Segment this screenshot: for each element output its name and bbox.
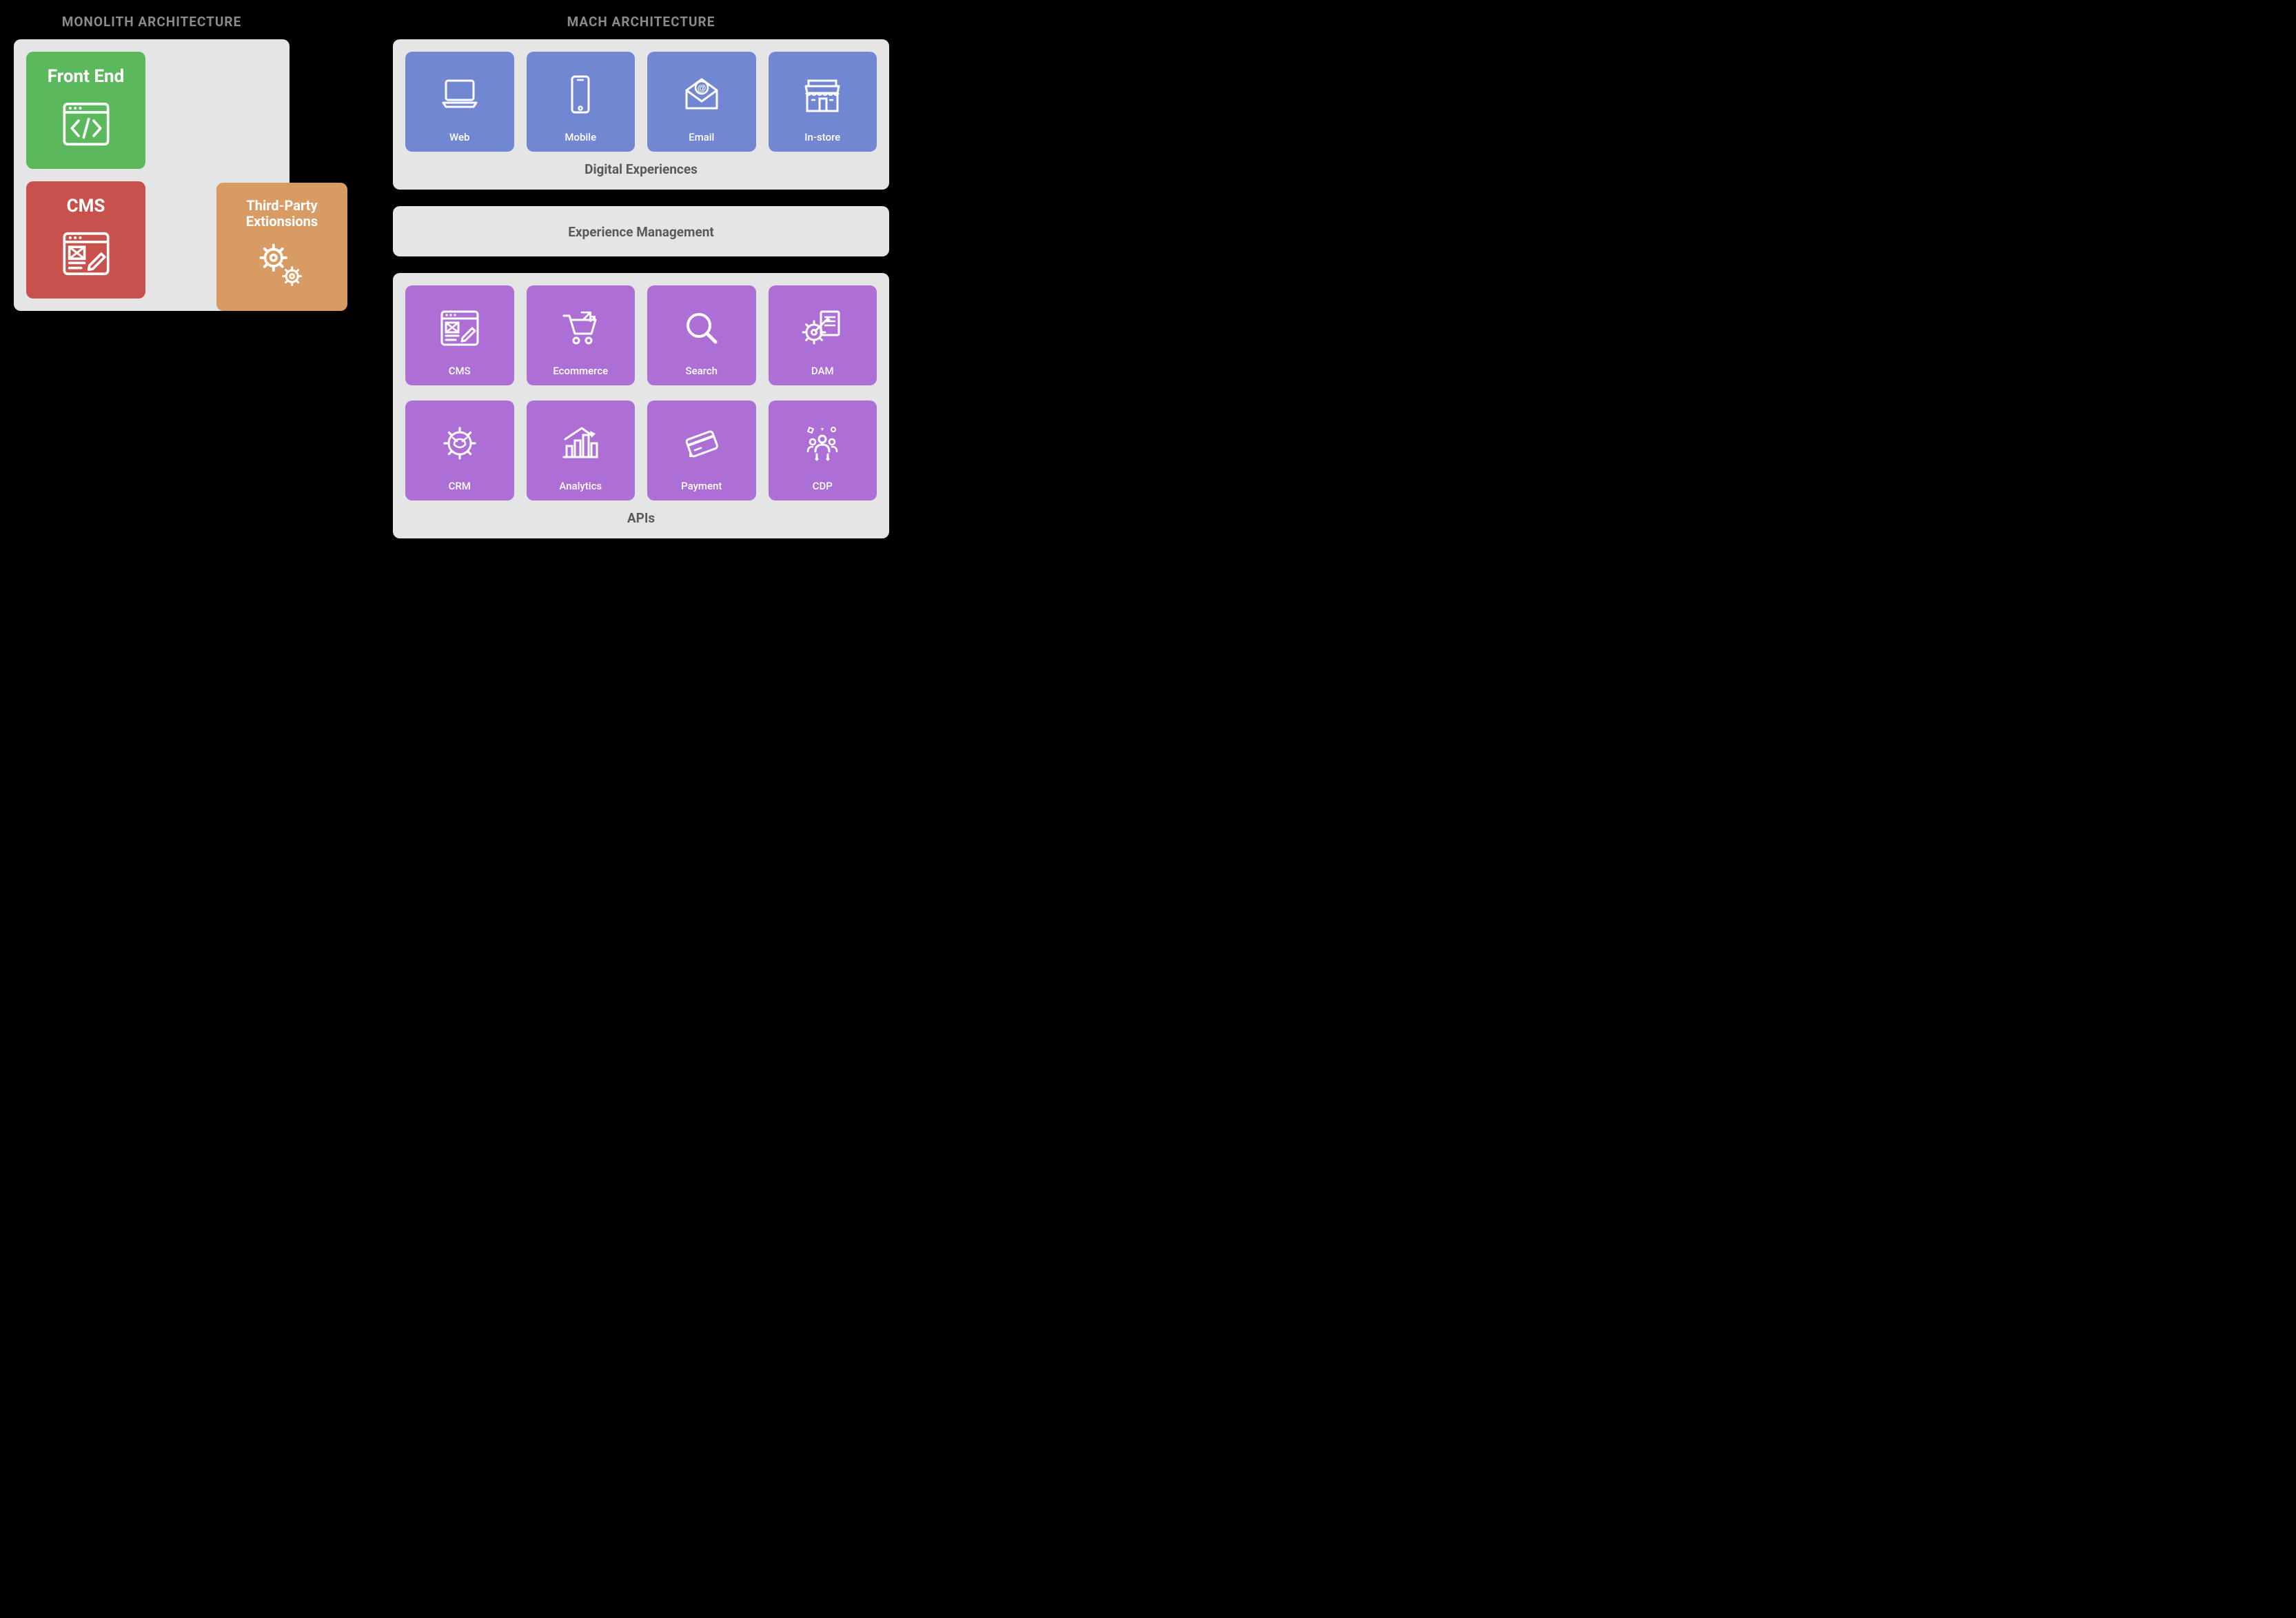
- digital-experiences-label: Digital Experiences: [405, 161, 877, 177]
- tile-dam: DAM: [769, 285, 877, 385]
- tile-cdp-label: CDP: [813, 480, 833, 492]
- cart-icon: [558, 306, 602, 350]
- tile-web-label: Web: [449, 131, 469, 143]
- code-window-icon: [59, 97, 113, 151]
- mach-column: MACH ARCHITECTURE Web Mobile Email: [393, 14, 889, 538]
- cms-window-icon: [438, 306, 482, 350]
- tile-search: Search: [647, 285, 756, 385]
- crm-icon: [438, 421, 482, 465]
- tile-cms-label: CMS: [449, 365, 471, 377]
- dam-icon: [800, 306, 844, 350]
- tile-crm-label: CRM: [449, 480, 471, 492]
- tile-payment: Payment: [647, 401, 756, 500]
- cms-window-icon: [59, 227, 113, 281]
- experience-management-label: Experience Management: [405, 224, 877, 240]
- frontend-label: Front End: [48, 67, 124, 88]
- tile-instore: In-store: [769, 52, 877, 152]
- tile-cms: CMS: [405, 285, 514, 385]
- cdp-icon: [800, 421, 844, 465]
- laptop-icon: [438, 72, 482, 117]
- monolith-block-cms: CMS: [26, 181, 145, 299]
- experience-management-panel: Experience Management: [393, 206, 889, 256]
- tile-ecommerce-label: Ecommerce: [553, 365, 608, 377]
- tile-ecommerce: Ecommerce: [527, 285, 636, 385]
- apis-label: APIs: [405, 510, 877, 526]
- tile-dam-label: DAM: [811, 365, 834, 377]
- monolith-panel: Front End CMS Third-Party Extionsions: [14, 39, 289, 311]
- magnifier-icon: [680, 306, 724, 350]
- tile-instore-label: In-store: [804, 131, 840, 143]
- tile-analytics-label: Analytics: [559, 480, 602, 492]
- tile-payment-label: Payment: [681, 480, 722, 492]
- architecture-comparison-diagram: MONOLITH ARCHITECTURE Front End CMS Thir…: [14, 14, 890, 538]
- tile-web: Web: [405, 52, 514, 152]
- digital-experiences-panel: Web Mobile Email In-store Digital Experi…: [393, 39, 889, 190]
- gears-icon: [255, 239, 309, 293]
- apis-panel: CMS Ecommerce Search DAM CRM: [393, 273, 889, 538]
- monolith-column: MONOLITH ARCHITECTURE Front End CMS Thir…: [14, 14, 289, 311]
- tile-mobile-label: Mobile: [565, 131, 596, 143]
- monolith-block-thirdparty: Third-Party Extionsions: [216, 183, 347, 311]
- tile-search-label: Search: [685, 365, 718, 377]
- mach-title: MACH ARCHITECTURE: [393, 14, 889, 30]
- monolith-block-frontend: Front End: [26, 52, 145, 169]
- tile-crm: CRM: [405, 401, 514, 500]
- tile-email-label: Email: [689, 131, 714, 143]
- thirdparty-label: Third-Party Extionsions: [223, 198, 341, 230]
- card-icon: [680, 421, 724, 465]
- tile-mobile: Mobile: [527, 52, 636, 152]
- cms-label: CMS: [67, 196, 105, 217]
- tile-email: Email: [647, 52, 756, 152]
- analytics-icon: [558, 421, 602, 465]
- email-icon: [680, 72, 724, 117]
- tile-cdp: CDP: [769, 401, 877, 500]
- store-icon: [800, 72, 844, 117]
- monolith-title: MONOLITH ARCHITECTURE: [14, 14, 289, 30]
- phone-icon: [558, 72, 602, 117]
- tile-analytics: Analytics: [527, 401, 636, 500]
